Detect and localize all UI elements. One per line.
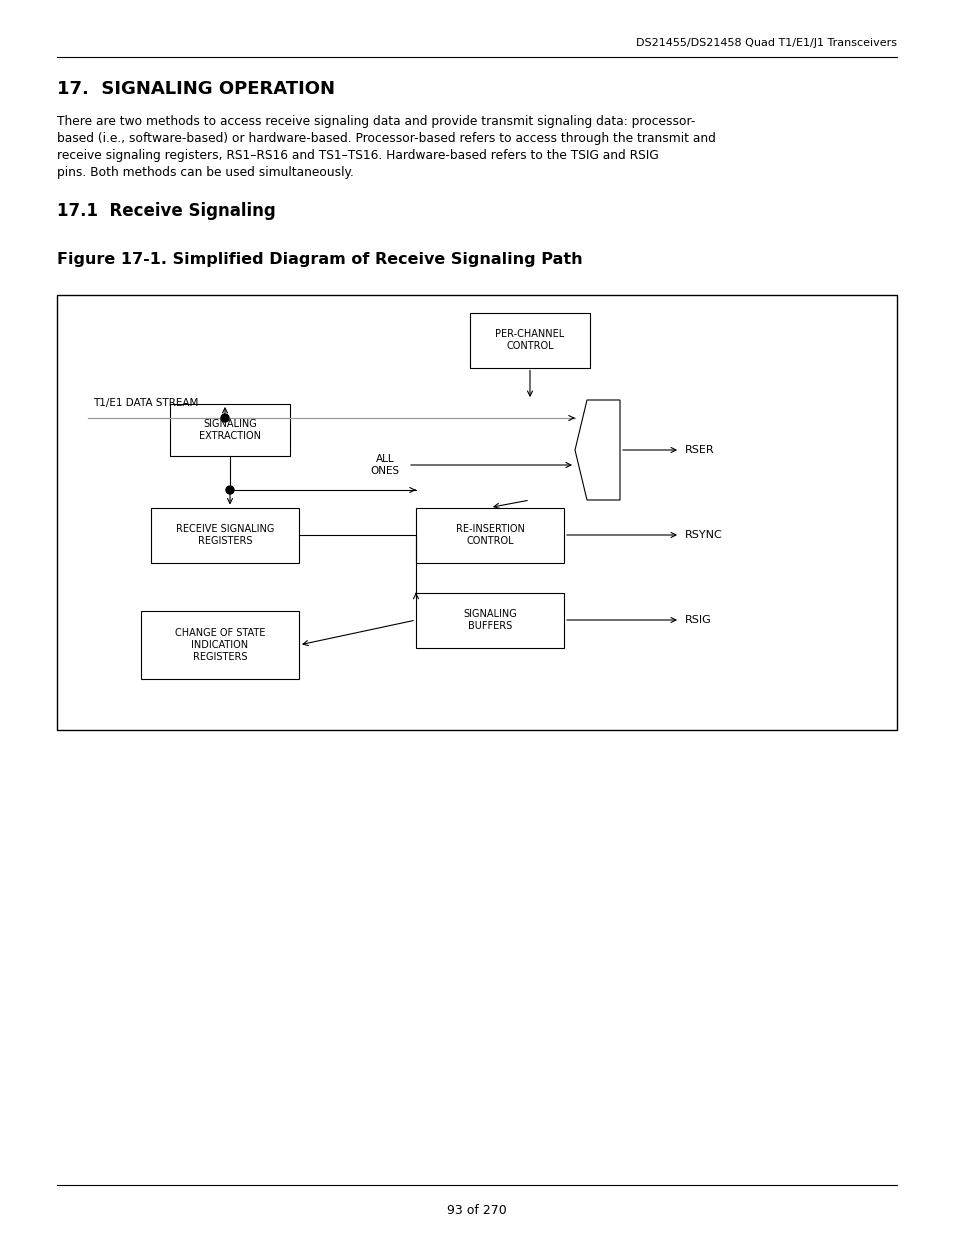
Text: SIGNALING
BUFFERS: SIGNALING BUFFERS [462, 609, 517, 631]
Text: DS21455/DS21458 Quad T1/E1/J1 Transceivers: DS21455/DS21458 Quad T1/E1/J1 Transceive… [636, 38, 896, 48]
Text: pins. Both methods can be used simultaneously.: pins. Both methods can be used simultane… [57, 165, 354, 179]
Text: RSIG: RSIG [684, 615, 711, 625]
Ellipse shape [221, 414, 229, 422]
Text: 93 of 270: 93 of 270 [447, 1203, 506, 1216]
Text: PER-CHANNEL
CONTROL: PER-CHANNEL CONTROL [495, 330, 564, 351]
Text: 17.  SIGNALING OPERATION: 17. SIGNALING OPERATION [57, 80, 335, 98]
Text: T1/E1 DATA STREAM: T1/E1 DATA STREAM [92, 398, 198, 408]
Polygon shape [575, 400, 619, 500]
Text: RSYNC: RSYNC [684, 530, 722, 540]
Text: ALL
ONES: ALL ONES [371, 454, 399, 475]
Text: 17.1  Receive Signaling: 17.1 Receive Signaling [57, 203, 275, 220]
Bar [416, 593, 563, 647]
Ellipse shape [226, 487, 233, 494]
Text: SIGNALING
EXTRACTION: SIGNALING EXTRACTION [199, 419, 261, 441]
Bar [170, 404, 290, 456]
Bar [141, 611, 298, 679]
Text: Figure 17-1. Simplified Diagram of Receive Signaling Path: Figure 17-1. Simplified Diagram of Recei… [57, 252, 582, 267]
Text: There are two methods to access receive signaling data and provide transmit sign: There are two methods to access receive … [57, 115, 695, 128]
Bar [416, 508, 563, 562]
Text: receive signaling registers, RS1–RS16 and TS1–TS16. Hardware-based refers to the: receive signaling registers, RS1–RS16 an… [57, 149, 659, 162]
Text: CHANGE OF STATE
INDICATION
REGISTERS: CHANGE OF STATE INDICATION REGISTERS [174, 629, 265, 662]
Text: RSER: RSER [684, 445, 714, 454]
Text: RE-INSERTION
CONTROL: RE-INSERTION CONTROL [456, 524, 524, 546]
Text: based (i.e., software-based) or hardware-based. Processor-based refers to access: based (i.e., software-based) or hardware… [57, 132, 715, 144]
Bar [57, 295, 896, 730]
Bar [151, 508, 298, 562]
Text: RECEIVE SIGNALING
REGISTERS: RECEIVE SIGNALING REGISTERS [175, 524, 274, 546]
Bar [470, 312, 589, 368]
